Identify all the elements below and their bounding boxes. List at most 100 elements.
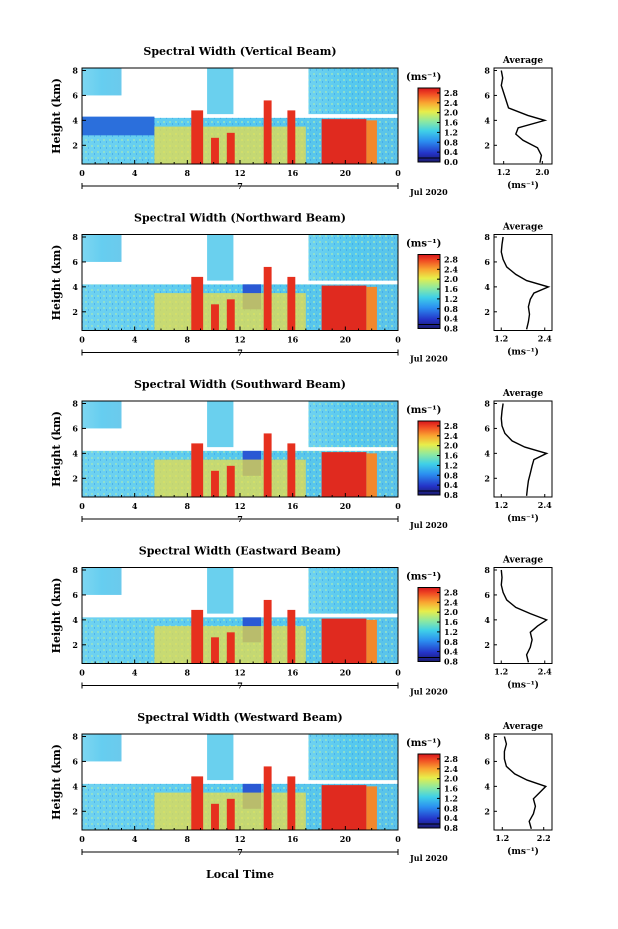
profile-title: Average <box>502 56 543 66</box>
y-tick-label: 2 <box>72 140 78 150</box>
day-label: 7 <box>237 847 243 857</box>
profile-frame <box>493 400 553 498</box>
profile-x-label: (ms⁻¹) <box>507 846 539 857</box>
y-tick-label: 8 <box>72 731 78 741</box>
profile-x-tick-label: 2.2 <box>537 833 551 843</box>
x-tick-label: 20 <box>340 168 352 178</box>
panel-3: Spectral Width (Eastward Beam) Height (km… <box>50 545 553 697</box>
profile-y-tick-label: 6 <box>484 423 490 433</box>
y-tick-label: 6 <box>72 90 78 100</box>
colorbar-tick-label: 0.8 <box>444 657 458 667</box>
panel-title: Spectral Width (Vertical Beam) <box>143 45 336 58</box>
x-tick-label: 0 <box>79 668 85 678</box>
profile-line <box>503 736 548 829</box>
colorbar-tick-label: 1.2 <box>444 294 458 304</box>
x-tick-label: 12 <box>234 335 245 345</box>
upper-echo-texture <box>308 68 398 115</box>
x-tick-label: 0 <box>79 335 85 345</box>
y-tick-label: 2 <box>72 806 78 816</box>
colorbar-tick-label: 2.8 <box>444 421 458 431</box>
convective-column <box>263 266 272 331</box>
convective-column <box>226 632 235 664</box>
precipitation-edge <box>366 453 377 497</box>
colorbar-tick-label: 2.4 <box>444 597 458 607</box>
profile-x-tick-label: 1.2 <box>494 334 508 344</box>
x-tick-label: 8 <box>185 501 191 511</box>
upper-echo-texture <box>308 567 398 614</box>
profile-x-tick-label: 2.4 <box>538 500 552 510</box>
colorbar-tick-label: 0.8 <box>444 803 458 813</box>
y-tick-label: 2 <box>72 473 78 483</box>
profile-frame <box>493 234 553 331</box>
upper-echo-mid <box>207 734 234 781</box>
x-tick-label: 12 <box>234 168 245 178</box>
x-tick-label: 4 <box>132 668 138 678</box>
local-time-label: Local Time <box>206 868 274 881</box>
upper-echo-texture <box>308 234 398 281</box>
convective-column <box>263 599 272 664</box>
convective-column <box>211 304 219 331</box>
heatmap <box>82 401 398 497</box>
colorbar-tick-label: 0.8 <box>444 324 458 334</box>
colorbar-tick-label: 2.8 <box>444 754 458 764</box>
panel-title: Spectral Width (Southward Beam) <box>134 378 346 391</box>
day-label: 7 <box>237 348 243 358</box>
profile-y-tick-label: 8 <box>484 65 490 75</box>
profile-frame <box>493 733 553 831</box>
convective-column <box>287 110 296 164</box>
x-tick-label: 20 <box>340 335 352 345</box>
convective-column <box>211 637 219 664</box>
colorbar-tick-label: 0.4 <box>444 314 458 324</box>
colorbar-tick-label: 2.0 <box>444 607 458 617</box>
colorbar-tick-label: 1.6 <box>444 284 458 294</box>
profile-x-tick-label: 1.2 <box>495 833 509 843</box>
y-tick-label: 8 <box>72 65 78 75</box>
x-tick-label: 0 <box>395 501 401 511</box>
convective-column <box>287 443 296 497</box>
precipitation-block <box>321 119 367 164</box>
profile-frame <box>493 67 553 165</box>
colorbar-unit: (ms⁻¹) <box>406 72 441 83</box>
colorbar-tick-label: 0.4 <box>444 147 458 157</box>
x-tick-label: 16 <box>287 668 299 678</box>
colorbar <box>417 753 441 829</box>
colorbar-tick-label: 2.0 <box>444 441 458 451</box>
x-tick-label: 0 <box>79 501 85 511</box>
heatmap <box>82 734 398 830</box>
x-tick-label: 8 <box>185 834 191 844</box>
profile-frame <box>493 567 553 664</box>
y-tick-label: 4 <box>72 615 78 625</box>
y-tick-label: 6 <box>72 257 78 267</box>
profile-x-tick-label: 2.4 <box>538 334 552 344</box>
precipitation-edge <box>366 619 377 664</box>
x-tick-label: 8 <box>185 168 191 178</box>
colorbar <box>417 254 441 329</box>
profile-x-label: (ms⁻¹) <box>507 180 539 191</box>
x-tick-label: 16 <box>287 501 299 511</box>
x-tick-label: 12 <box>234 501 245 511</box>
colorbar-unit: (ms⁻¹) <box>406 239 441 250</box>
convective-column <box>191 609 204 664</box>
y-tick-label: 8 <box>72 565 78 575</box>
x-tick-label: 0 <box>79 834 85 844</box>
colorbar-tick-label: 2.4 <box>444 98 458 108</box>
upper-echo-mid <box>207 567 234 614</box>
convective-column <box>191 443 204 497</box>
colorbar-tick-label: 2.4 <box>444 431 458 441</box>
y-tick-label: 2 <box>72 307 78 317</box>
colorbar-tick-label: 0.8 <box>444 470 458 480</box>
profile-y-tick-label: 6 <box>484 756 490 766</box>
profile-x-label: (ms⁻¹) <box>507 680 539 691</box>
y-tick-label: 4 <box>72 115 78 125</box>
profile-y-tick-label: 4 <box>484 448 490 458</box>
panel-4: Spectral Width (Westward Beam) Height (km… <box>50 711 553 863</box>
profile-y-tick-label: 6 <box>484 90 490 100</box>
low-width-patch <box>82 116 155 136</box>
x-tick-label: 12 <box>234 668 245 678</box>
x-tick-label: 4 <box>132 501 138 511</box>
precipitation-block <box>321 452 367 497</box>
y-axis-label: Height (km) <box>50 578 63 654</box>
convective-column <box>226 798 235 830</box>
y-tick-label: 4 <box>72 448 78 458</box>
x-tick-label: 16 <box>287 834 299 844</box>
